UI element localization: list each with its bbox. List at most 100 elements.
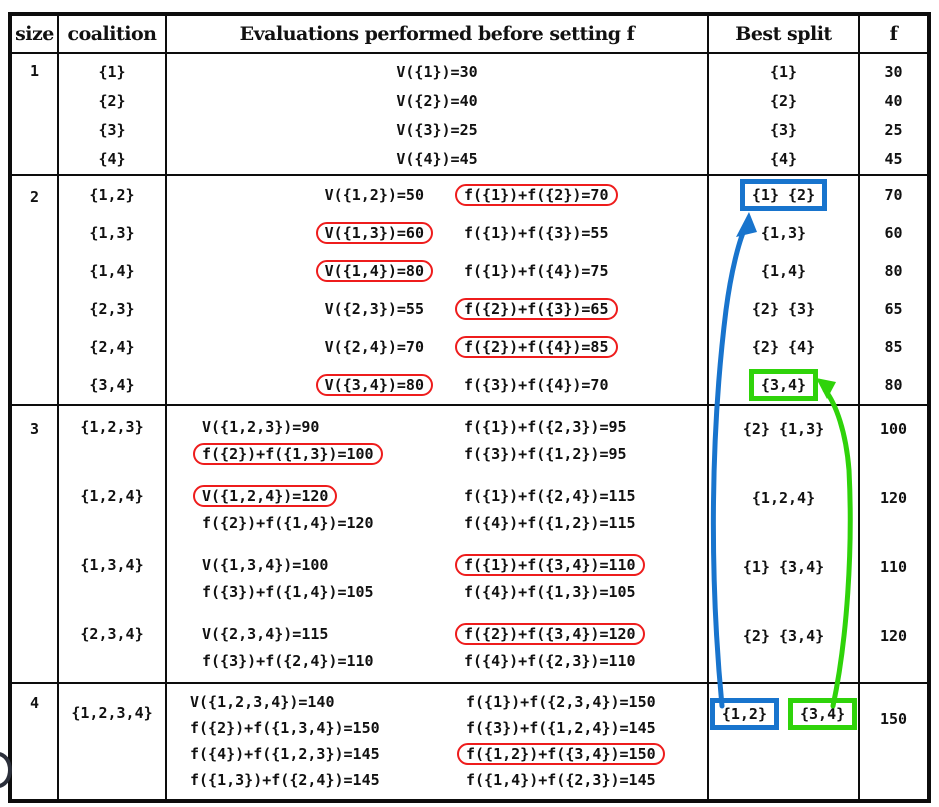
best-split-green-box: {3,4} [748,369,819,401]
coalition-value: {1,2,3} [80,418,144,436]
f-value: 120 [879,489,908,507]
f-value: 80 [884,262,903,280]
f-value: 70 [884,186,903,204]
coalition-value: {2,4} [89,338,135,356]
evaluation-value-circled: V({3,4})=80 [315,374,433,396]
coalition-value: {1,3} [89,224,135,242]
evaluation-value: V({1})=30 [396,63,478,81]
size-label-2: 2 [29,188,40,206]
coalition-value: {1,2,4} [80,487,144,505]
best-split-value: {3} [769,121,798,139]
evaluation-value-circled: f({2})+f({3,4})=120 [455,623,645,645]
col-header-best-split: Best split [735,23,832,45]
evaluation-value-circled: f({1})+f({2})=70 [455,184,618,206]
evaluation-value: f({4})+f({1,2,3})=145 [190,745,380,763]
col-header-size: size [15,23,54,45]
f-column-size4: 150 [879,710,908,728]
evaluation-value: V({1,2,3})=90 [202,418,320,436]
evaluation-value: f({3})+f({1,2,4})=145 [466,719,656,737]
evaluation-value-circled: V({1,4})=80 [315,260,433,282]
best-split-value: {2} {1,3} [742,420,825,438]
coalition-value-size4: {1,2,3,4} [71,704,153,722]
best-split-value: {1,2,4} [751,489,816,507]
column-divider [858,16,860,799]
evaluations-size3: V({1,2,3})=90 f({1})+f({2,3})=95 f({2})+… [167,406,707,682]
column-divider [707,16,709,799]
evaluation-value: f({4})+f({1,3})=105 [464,583,636,601]
column-divider [57,16,59,799]
coalition-value: {1,2} [89,186,135,204]
evaluation-value: f({1})+f({2,4})=115 [464,487,636,505]
evaluation-value-circled: V({1,3})=60 [315,222,433,244]
f-value: 40 [884,92,903,110]
best-split-value: {1} [769,63,798,81]
best-split-blue-box: {1,2} [709,698,779,730]
evaluation-value: V({2,4})=70 [324,338,424,356]
evaluation-value: V({4})=45 [396,150,478,168]
coalition-value: {2,3,4} [80,625,144,643]
evaluation-value: f({4})+f({2,3})=110 [464,652,636,670]
best-split-value: {1,3} [760,224,807,242]
evaluation-value: V({2,3})=55 [324,300,424,318]
evaluation-value: f({3})+f({4})=70 [464,376,609,394]
size-label-4: 4 [29,694,40,712]
evaluation-value: f({1})+f({2,3,4})=150 [466,693,656,711]
f-value: 80 [884,376,903,394]
best-split-size1: {1} {2} {3} {4} [709,54,858,174]
row-divider [12,174,927,176]
best-split-value: {2} {4} [751,338,816,356]
evaluation-value: f({1,3})+f({2,4})=145 [190,771,380,789]
evaluation-value-circled: f({2})+f({4})=85 [455,336,618,358]
evaluations-size1: V({1})=30 V({2})=40 V({3})=25 V({4})=45 [167,54,707,174]
evaluation-value: f({1})+f({3})=55 [464,224,609,242]
best-split-value: {2} {3} [751,300,816,318]
coalition-column-size2: {1,2} {1,3} {1,4} {2,3} {2,4} {3,4} [59,176,165,404]
size-label-3: 3 [29,420,40,438]
evaluation-value-circled: f({1,2})+f({3,4})=150 [457,743,665,765]
f-value: 25 [884,121,903,139]
best-split-value: {2} [769,92,798,110]
best-split-value: {1,4} [760,262,807,280]
row-divider [12,404,927,406]
coalition-value: {3,4} [89,376,135,394]
best-split-value: {4} [769,150,798,168]
coalition-value: {4} [98,150,126,168]
row-divider [12,52,927,54]
evaluation-value: f({4})+f({1,2})=115 [464,514,636,532]
coalition-value: {1,4} [89,262,135,280]
f-column-size3: 100 120 110 120 [860,406,927,682]
best-split-blue-box: {1} {2} [739,179,828,211]
column-divider [165,16,167,799]
coalition-value: {2,3} [89,300,135,318]
evaluation-value-circled: f({1})+f({3,4})=110 [455,554,645,576]
coalition-value: {1} [98,63,126,81]
coalition-column-size3: {1,2,3} {1,2,4} {1,3,4} {2,3,4} [59,406,165,682]
f-value: 45 [884,150,903,168]
table-inner: size coalition Evaluations performed bef… [12,16,927,799]
col-header-evaluations: Evaluations performed before setting f [239,23,635,45]
best-split-value: {2} {3,4} [742,627,825,645]
best-split-size2: {1} {2} {1,3} {1,4} {2} {3} {2} {4} {3,4… [709,176,858,404]
evaluation-value: V({1,2})=50 [324,186,424,204]
coalition-column-size1: {1} {2} {3} {4} [59,54,165,174]
evaluation-value-circled: f({2})+f({3})=65 [455,298,618,320]
evaluation-value: V({2,3,4})=115 [202,625,329,643]
f-value: 100 [879,420,908,438]
evaluation-value: V({1,2,3,4})=140 [190,693,335,711]
coalition-value: {3} [98,121,126,139]
size-label-1: 1 [29,62,40,80]
evaluation-value: V({3})=25 [396,121,478,139]
evaluation-value: f({1})+f({4})=75 [464,262,609,280]
evaluation-value: f({2})+f({1,3,4})=150 [190,719,380,737]
coalition-value: {1,3,4} [80,556,144,574]
evaluation-value: f({3})+f({1,4})=105 [202,583,374,601]
f-value: 85 [884,338,903,356]
f-value: 30 [884,63,903,81]
evaluation-value: f({1})+f({2,3})=95 [464,418,627,436]
evaluation-value: f({3})+f({1,2})=95 [464,445,627,463]
row-divider [12,682,927,684]
coalition-value: {2} [98,92,126,110]
evaluation-value: V({2})=40 [396,92,478,110]
f-value: 120 [879,627,908,645]
